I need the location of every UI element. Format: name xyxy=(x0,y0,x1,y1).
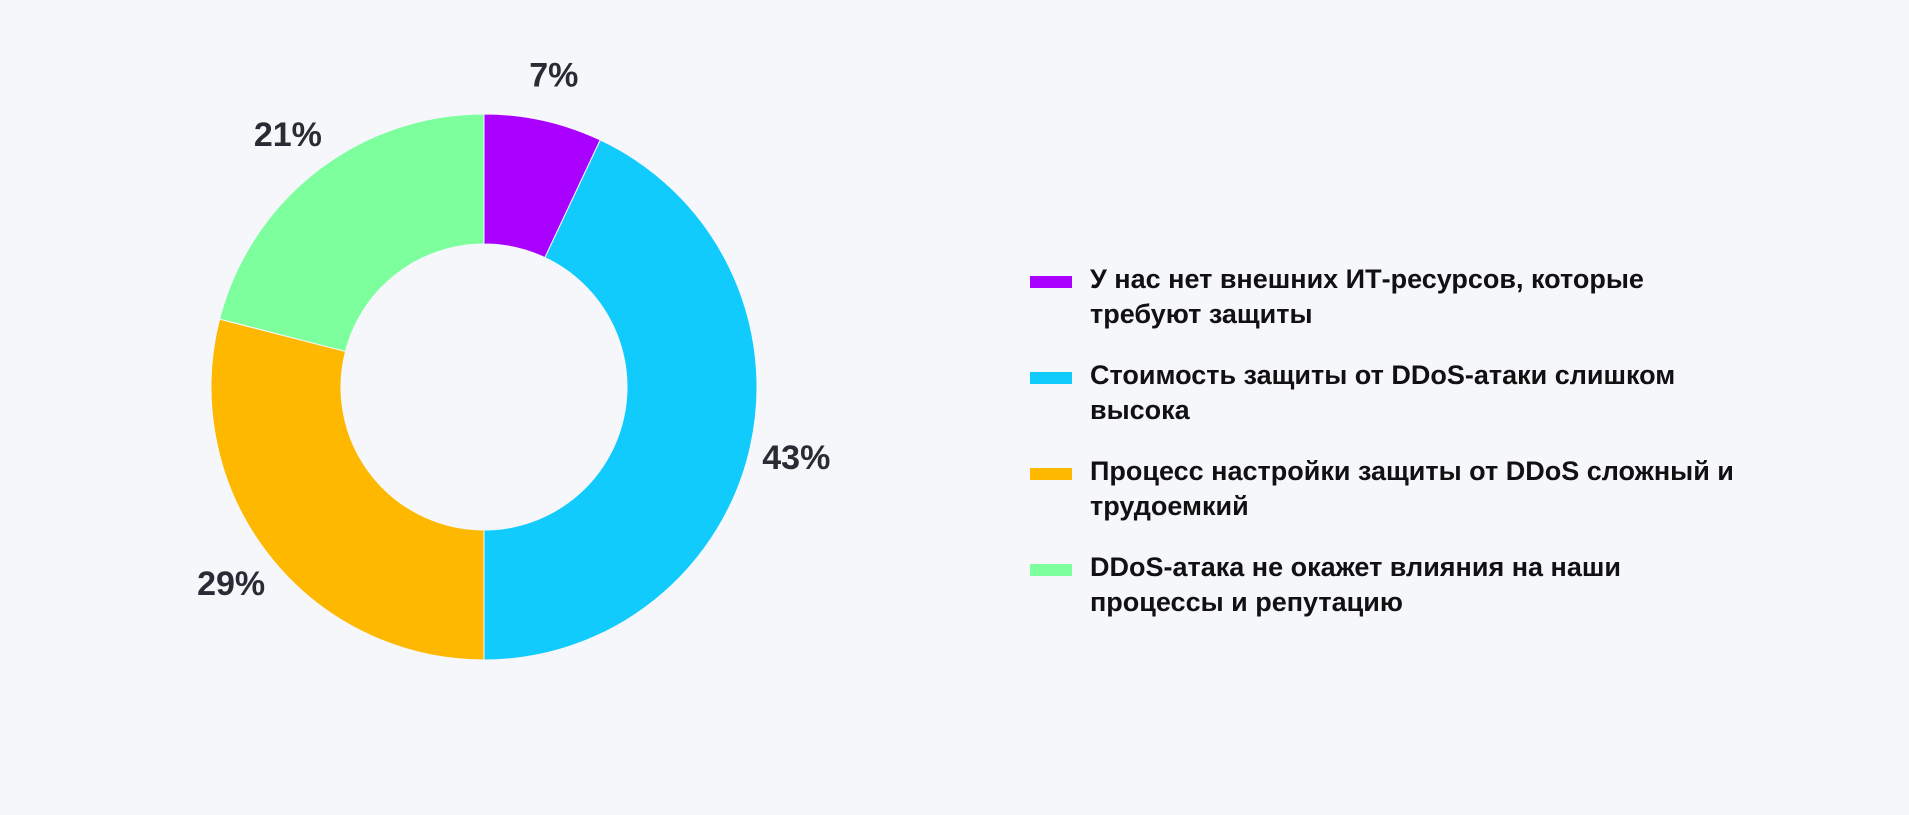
slice-cost-too-high xyxy=(483,139,758,661)
legend-item-no-impact: DDoS-атака не окажет влияния на наши про… xyxy=(1030,550,1850,620)
legend-item-cost-too-high: Стоимость защиты от DDoS-атаки слишком в… xyxy=(1030,358,1850,428)
slice-setup-complex xyxy=(210,318,485,661)
donut-chart: 7% 43% 29% 21% xyxy=(197,57,830,661)
slice-no-impact xyxy=(218,113,485,353)
chart-legend: У нас нет внешних ИТ-ресурсов, которые т… xyxy=(1030,262,1850,646)
slice-value-label: 21% xyxy=(254,116,322,154)
legend-label: Процесс настройки защиты от DDoS сложный… xyxy=(1090,456,1734,521)
legend-swatch-purple xyxy=(1030,276,1072,288)
slice-value-label: 43% xyxy=(762,439,830,477)
legend-item-setup-complex: Процесс настройки защиты от DDoS сложный… xyxy=(1030,454,1850,524)
legend-swatch-cyan xyxy=(1030,372,1072,384)
legend-swatch-orange xyxy=(1030,468,1072,480)
legend-swatch-green xyxy=(1030,564,1072,576)
legend-label: DDoS-атака не окажет влияния на наши про… xyxy=(1090,552,1621,617)
slice-value-label: 29% xyxy=(197,565,265,603)
legend-label: У нас нет внешних ИТ-ресурсов, которые т… xyxy=(1090,264,1644,329)
legend-label: Стоимость защиты от DDoS-атаки слишком в… xyxy=(1090,360,1676,425)
legend-item-no-external-resources: У нас нет внешних ИТ-ресурсов, которые т… xyxy=(1030,262,1850,332)
slice-value-label: 7% xyxy=(529,57,578,95)
